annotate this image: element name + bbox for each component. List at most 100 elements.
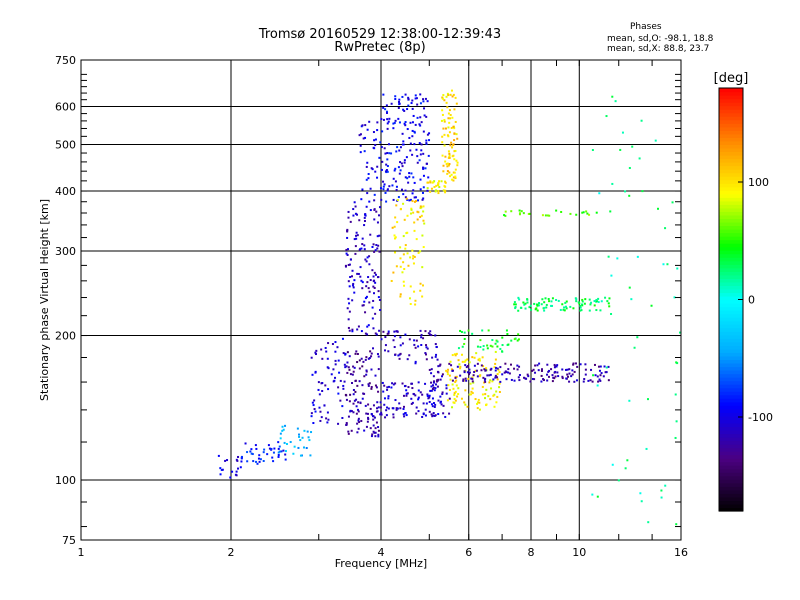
data-point xyxy=(517,376,520,379)
data-point xyxy=(582,380,585,383)
data-point xyxy=(598,378,601,381)
data-point xyxy=(347,430,350,433)
data-point xyxy=(363,224,366,227)
colorbar-segment xyxy=(719,204,743,209)
data-point xyxy=(398,402,401,405)
colorbar-segment xyxy=(719,338,743,343)
data-point xyxy=(314,351,317,354)
data-point xyxy=(417,251,420,254)
chart-title: Tromsø 20160529 12:38:00-12:39:43 xyxy=(258,27,502,42)
data-point xyxy=(494,376,497,379)
data-point xyxy=(439,378,442,381)
data-point xyxy=(561,368,564,371)
data-point xyxy=(311,373,314,376)
data-point xyxy=(664,484,667,487)
data-point xyxy=(607,365,610,368)
data-point xyxy=(450,141,453,144)
data-point xyxy=(356,422,359,425)
data-point xyxy=(412,262,415,265)
colorbar-segment xyxy=(719,214,743,220)
data-point xyxy=(386,189,389,192)
data-point xyxy=(422,152,425,155)
data-point xyxy=(450,173,453,176)
colorbar-tick-label: 0 xyxy=(748,294,755,307)
data-point xyxy=(416,103,419,106)
data-point xyxy=(426,133,429,136)
data-point xyxy=(457,393,460,396)
data-point xyxy=(388,185,391,188)
data-point xyxy=(356,408,359,411)
data-point xyxy=(487,329,490,332)
colorbar-segment xyxy=(719,137,743,142)
data-point xyxy=(435,184,438,187)
data-point xyxy=(298,433,301,436)
data-point xyxy=(461,360,464,363)
data-point xyxy=(364,297,367,300)
data-point xyxy=(565,307,568,310)
data-point xyxy=(403,284,406,287)
data-point xyxy=(368,301,371,304)
data-point xyxy=(483,368,486,371)
data-point xyxy=(371,433,374,436)
data-point xyxy=(604,371,607,374)
data-point xyxy=(507,371,510,374)
data-point xyxy=(452,154,455,157)
data-point xyxy=(397,166,400,169)
data-point xyxy=(501,350,504,353)
data-point xyxy=(356,353,359,356)
data-point xyxy=(448,121,451,124)
data-point xyxy=(373,271,376,274)
data-point xyxy=(443,133,446,136)
data-point xyxy=(401,271,404,274)
y-tick-label: 400 xyxy=(55,185,76,198)
data-point xyxy=(434,190,437,193)
data-point xyxy=(359,248,362,251)
data-point xyxy=(564,305,567,308)
colorbar-segment xyxy=(719,232,743,237)
data-point xyxy=(317,388,320,391)
data-point xyxy=(347,415,350,418)
data-point xyxy=(460,353,463,356)
data-point xyxy=(578,302,581,305)
data-point xyxy=(444,189,447,192)
data-point xyxy=(268,447,271,450)
data-point xyxy=(421,393,424,396)
data-point xyxy=(453,132,456,135)
data-point xyxy=(399,352,402,355)
data-point xyxy=(494,358,497,361)
data-point xyxy=(317,381,320,384)
data-point xyxy=(417,389,420,392)
data-point xyxy=(583,302,586,305)
data-point xyxy=(466,405,469,408)
data-point xyxy=(367,403,370,406)
colorbar-segment xyxy=(719,500,743,505)
data-point xyxy=(444,127,447,130)
data-point xyxy=(422,98,425,101)
data-point xyxy=(448,152,451,155)
colorbar-segment xyxy=(719,451,743,456)
data-point xyxy=(575,213,578,216)
data-point xyxy=(446,373,449,376)
data-point xyxy=(445,95,448,98)
data-point xyxy=(412,254,415,257)
data-point xyxy=(603,365,606,368)
data-point xyxy=(581,300,584,303)
data-point xyxy=(343,363,346,366)
data-point xyxy=(425,115,428,118)
data-point xyxy=(258,454,261,457)
data-point xyxy=(473,364,476,367)
colorbar-segment xyxy=(719,408,743,413)
colorbar-segment xyxy=(719,211,743,216)
data-point xyxy=(477,358,480,361)
data-point xyxy=(369,209,372,212)
data-point xyxy=(364,358,367,361)
data-point xyxy=(422,402,425,405)
data-point xyxy=(504,362,507,365)
data-point xyxy=(397,106,400,109)
data-point xyxy=(372,404,375,407)
data-point xyxy=(474,398,477,401)
data-point xyxy=(319,410,322,413)
data-point xyxy=(236,459,239,462)
data-point xyxy=(406,198,409,201)
colorbar-segment xyxy=(719,355,743,361)
